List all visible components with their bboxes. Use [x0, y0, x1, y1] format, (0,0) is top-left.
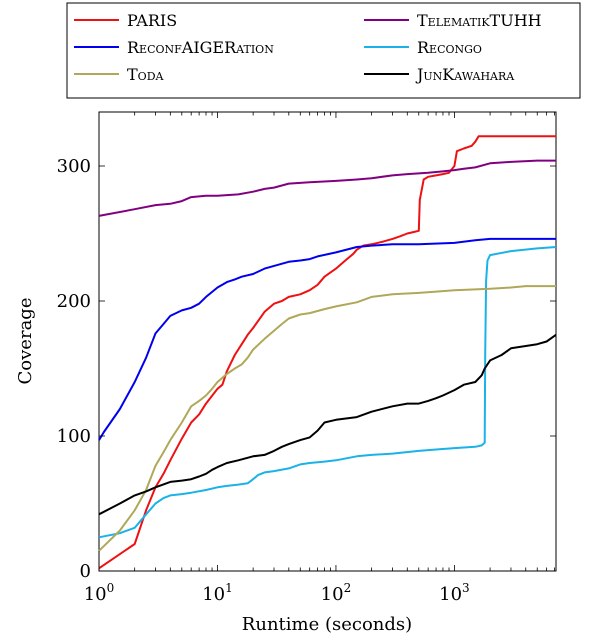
series-line-toda: [98, 285, 556, 552]
x-tick-label-exponent: 2: [344, 581, 352, 595]
legend-label-telematiktuhh: TelematikTUHH: [417, 11, 542, 30]
series-layer: [98, 135, 557, 570]
x-tick-label: 102: [321, 581, 352, 605]
x-tick-label: 100: [84, 581, 115, 605]
x-tick-label-exponent: 1: [225, 581, 233, 595]
legend-label-junkawahara: JunKawahara: [415, 65, 515, 84]
y-tick-label: 100: [57, 426, 91, 447]
series-line-recongo: [98, 246, 557, 539]
series-line-junkawahara: [98, 333, 557, 516]
y-axis-title: Coverage: [15, 298, 36, 385]
x-tick-label: 101: [202, 581, 233, 605]
series-line-telematiktuhh: [98, 159, 556, 217]
y-tick-label: 0: [80, 561, 91, 582]
series-line-paris: [98, 135, 556, 570]
x-axis-title: Runtime (seconds): [242, 614, 412, 635]
x-tick-label-base: 10: [202, 584, 225, 605]
legend-label-recongo: Recongo: [417, 38, 482, 57]
x-tick-label-exponent: 0: [107, 581, 115, 595]
x-tick-label-base: 10: [84, 584, 107, 605]
legend: PARIS TelematikTUHH ReconfAIGERation Recong…: [74, 11, 542, 84]
legend-label-paris: PARIS: [127, 11, 177, 30]
x-tick-label-base: 10: [439, 584, 462, 605]
x-tick-label: 103: [439, 581, 470, 605]
series-line-reconfaigeration: [98, 237, 556, 441]
y-tick-label: 300: [57, 156, 91, 177]
legend-box: [66, 2, 581, 99]
plot-frame: [98, 111, 557, 572]
x-tick-label-exponent: 3: [462, 581, 470, 595]
legend-label-reconfaigeration: ReconfAIGERation: [127, 38, 274, 57]
x-tick-label-base: 10: [321, 584, 344, 605]
legend-label-toda: Toda: [127, 65, 165, 84]
y-tick-label: 200: [57, 291, 91, 312]
